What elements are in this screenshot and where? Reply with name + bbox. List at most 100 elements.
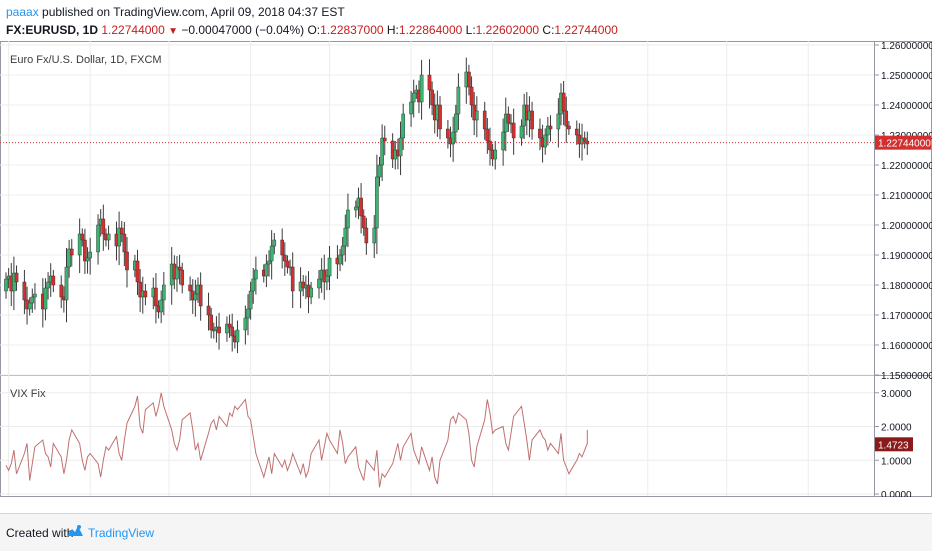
candle-body [340, 245, 345, 256]
candle-body [135, 260, 140, 283]
candle-body [193, 293, 198, 301]
candle-body [101, 218, 106, 235]
candle-body [83, 239, 87, 262]
candle-body [548, 125, 553, 130]
vix-tick-label: 0.0000 [881, 490, 912, 497]
candle-body [285, 260, 290, 268]
candle-body [180, 269, 185, 286]
candle-body [209, 314, 213, 331]
high-label: H: [386, 23, 399, 37]
tradingview-brand-link[interactable]: TradingView [88, 526, 155, 540]
candle-body [4, 278, 8, 292]
candle-body [254, 269, 258, 280]
low-value: 1.22602000 [475, 23, 540, 37]
candle-body [380, 137, 384, 166]
candle-body [269, 245, 274, 262]
price-tick-label: 1.20000000 [881, 221, 932, 232]
candle-body [343, 227, 348, 247]
candle-body [175, 266, 179, 280]
last-price-value: 1.22744000 [101, 23, 165, 37]
down-arrow-icon: ▼ [168, 26, 179, 37]
change-value: −0.00047000 (−0.04%) [181, 23, 305, 37]
candle-body [188, 284, 192, 292]
published-text: published on TradingView.com, April 09, … [38, 5, 345, 19]
candle-body [272, 239, 277, 247]
price-tick-label: 1.21000000 [881, 191, 932, 202]
close-value: 1.22744000 [554, 23, 618, 37]
candle-body [427, 74, 432, 91]
candle-body [162, 284, 166, 301]
author-link[interactable]: paaax [6, 5, 39, 19]
price-tick-label: 1.16000000 [881, 341, 932, 352]
candles-layer [4, 57, 590, 354]
candle-body [88, 251, 92, 259]
candle-body [230, 326, 235, 337]
candle-body [77, 233, 82, 256]
price-tick-label: 1.24000000 [881, 101, 932, 112]
candle-body [364, 227, 369, 244]
vix-fix-line [5, 392, 588, 488]
candle-body [33, 293, 37, 298]
candle-body [235, 329, 240, 343]
candle-body [519, 125, 524, 139]
candle-body [574, 128, 579, 136]
candle-body [359, 197, 363, 217]
last-price-tag-label: 1.22744000 [878, 139, 931, 150]
candle-body [85, 257, 90, 262]
candle-body [283, 254, 287, 262]
open-label: O: [307, 23, 321, 37]
candle-body [475, 110, 479, 121]
candle-body [467, 71, 471, 88]
candle-body [398, 137, 403, 157]
price-tick-label: 1.15000000 [881, 371, 932, 382]
candle-body [67, 248, 71, 268]
chart-border [0, 41, 932, 497]
symbol-label: FX:EURUSD, 1D [6, 23, 99, 37]
candle-body [198, 284, 203, 307]
candle-body [251, 278, 256, 292]
candle-body [227, 323, 232, 328]
candle-body [419, 74, 424, 103]
price-pane-title: Euro Fx/U.S. Dollar, 1D, FXCM [10, 54, 162, 66]
candle-body [485, 128, 490, 142]
vix-pane-title: VIX Fix [10, 388, 46, 400]
candle-body [106, 233, 111, 241]
candle-body [325, 275, 329, 283]
vix-tick-label: 1.0000 [881, 456, 912, 467]
chart-svg[interactable]: Euro Fx/U.S. Dollar, 1D, FXCM VIX Fix 1.… [0, 41, 932, 514]
candle-body [564, 110, 569, 127]
candle-body [14, 272, 19, 283]
candle-body [22, 281, 27, 301]
vix-layer [5, 392, 588, 488]
chart-area[interactable]: Euro Fx/U.S. Dollar, 1D, FXCM VIX Fix 1.… [0, 41, 932, 514]
candle-body [377, 164, 382, 178]
candle-body [43, 287, 48, 310]
tradingview-logo-icon[interactable] [66, 524, 84, 543]
candle-body [438, 104, 442, 130]
low-label: L: [465, 23, 476, 37]
candle-body [309, 287, 313, 298]
vix-tick-label: 3.0000 [881, 389, 912, 400]
candle-body [46, 281, 50, 289]
candle-body [561, 92, 566, 112]
candle-body [582, 137, 587, 142]
candle-body [248, 290, 253, 310]
candle-body [27, 302, 32, 310]
close-label: C: [542, 23, 555, 37]
candle-body [290, 266, 295, 292]
candle-body [488, 140, 492, 151]
high-value: 1.22864000 [398, 23, 463, 37]
candle-body [556, 113, 561, 130]
candle-body [264, 263, 269, 277]
candle-body [506, 113, 511, 124]
candle-body [346, 209, 350, 229]
candle-body [211, 329, 216, 332]
candle-body [69, 248, 74, 256]
price-tick-label: 1.26000000 [881, 41, 932, 52]
vix-tick-label: 2.0000 [881, 423, 912, 434]
candle-body [117, 227, 121, 247]
candle-body [225, 323, 229, 334]
publish-info: paaax published on TradingView.com, Apri… [6, 5, 345, 19]
candle-body [451, 131, 455, 145]
candle-body [317, 278, 321, 289]
